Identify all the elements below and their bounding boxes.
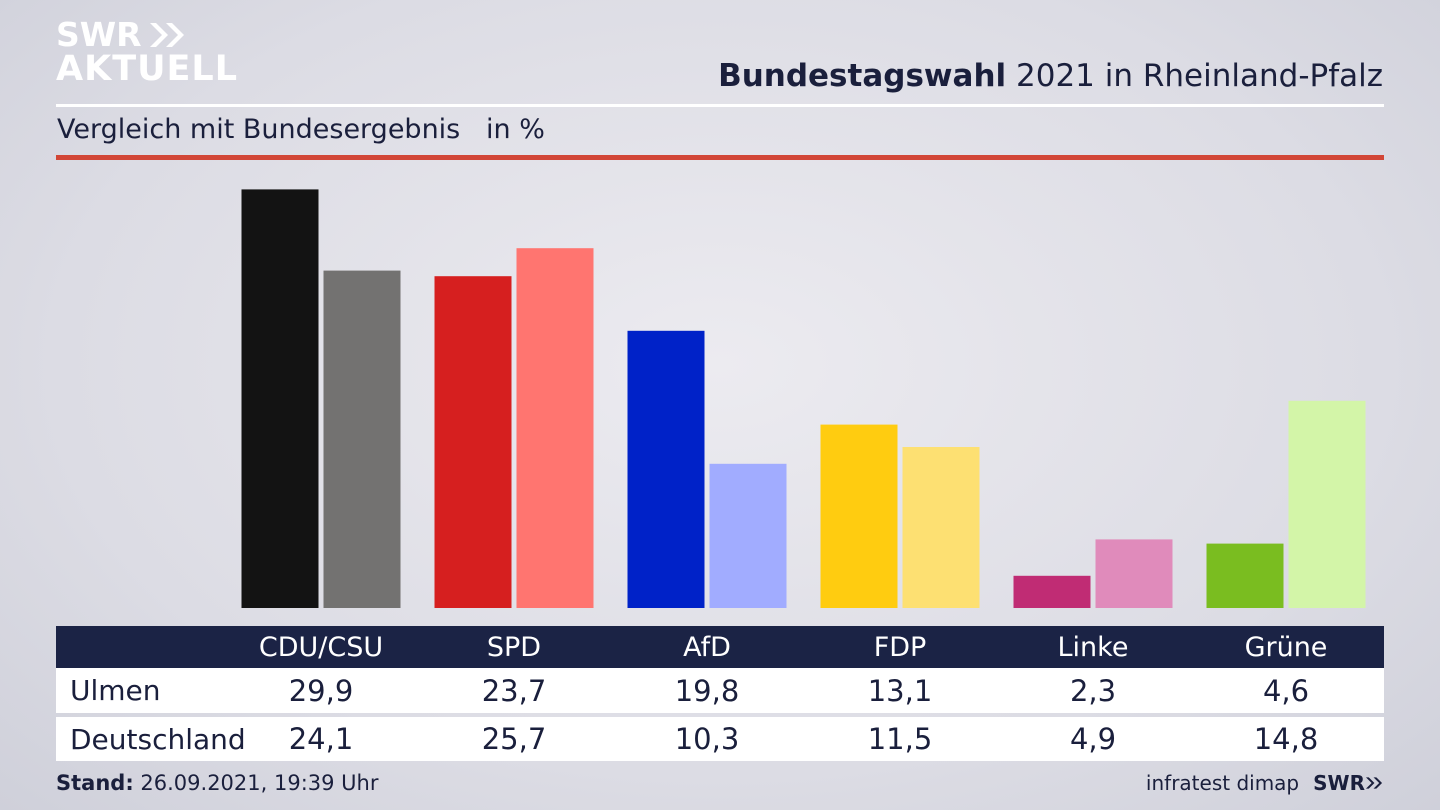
table-row-ulmen: Ulmen 29,9 23,7 19,8 13,1 2,3 4,6 xyxy=(56,668,1384,713)
bar-afd-deutschland xyxy=(709,463,787,608)
header-divider xyxy=(56,104,1384,107)
bar-linke-deutschland xyxy=(1095,539,1173,608)
chart-subtitle: Vergleich mit Bundesergebnis in % xyxy=(57,114,545,145)
source-credit: infratest dimap SWR xyxy=(1146,771,1383,795)
column-header-fdp: FDP xyxy=(873,631,927,663)
table-header: CDU/CSU SPD AfD FDP Linke Grüne xyxy=(56,626,1384,668)
title-rest: 2021 in Rheinland-Pfalz xyxy=(1006,58,1383,94)
table-row-deutschland: Deutschland 24,1 25,7 10,3 11,5 4,9 14,8 xyxy=(56,717,1384,761)
value-deutschland-afd: 10,3 xyxy=(674,722,740,756)
accent-divider xyxy=(56,155,1384,160)
double-chevron-icon xyxy=(1365,777,1383,789)
row-cells-deutschland: 24,1 25,7 10,3 11,5 4,9 14,8 xyxy=(264,717,1384,761)
value-ulmen-fdp: 13,1 xyxy=(867,673,933,708)
row-cells-ulmen: 29,9 23,7 19,8 13,1 2,3 4,6 xyxy=(264,668,1384,713)
bar-chart xyxy=(241,189,1366,608)
column-header-cdu-csu: CDU/CSU xyxy=(258,631,384,663)
value-deutschland-fdp: 11,5 xyxy=(867,722,933,756)
value-ulmen-cdu-csu: 29,9 xyxy=(288,673,354,708)
column-header-afd: AfD xyxy=(683,631,731,663)
bar-gr-ne-ulmen xyxy=(1206,543,1284,608)
value-ulmen-linke: 2,3 xyxy=(1069,673,1117,708)
bar-fdp-ulmen xyxy=(820,424,898,608)
value-ulmen-spd: 23,7 xyxy=(481,673,547,708)
column-header-gr-ne: Grüne xyxy=(1244,631,1328,663)
stand-label: Stand: xyxy=(56,771,134,795)
value-deutschland-cdu-csu: 24,1 xyxy=(288,722,354,756)
bar-afd-ulmen xyxy=(627,330,705,608)
column-header-linke: Linke xyxy=(1057,631,1129,663)
row-label-ulmen: Ulmen xyxy=(70,674,161,707)
stand-value: 26.09.2021, 19:39 Uhr xyxy=(133,771,379,795)
bar-fdp-deutschland xyxy=(902,447,980,608)
bar-spd-deutschland xyxy=(516,248,594,608)
bar-cdu-csu-deutschland xyxy=(323,270,401,608)
title-bold: Bundestagswahl xyxy=(718,58,1007,94)
footer-swr-logo: SWR xyxy=(1313,771,1383,795)
column-header-spd: SPD xyxy=(486,631,542,663)
results-table: CDU/CSU SPD AfD FDP Linke Grüne Ulmen 29,9 23,… xyxy=(56,626,1384,761)
page-title: Bundestagswahl 2021 in Rheinland-Pfalz xyxy=(718,58,1383,94)
timestamp: Stand: 26.09.2021, 19:39 Uhr xyxy=(56,771,379,795)
logo-text-swr: SWR xyxy=(56,15,142,54)
bar-spd-ulmen xyxy=(434,276,512,608)
bar-gr-ne-deutschland xyxy=(1288,400,1366,608)
footer-swr-text: SWR xyxy=(1313,771,1365,795)
value-deutschland-gr-ne: 14,8 xyxy=(1253,722,1319,756)
value-deutschland-linke: 4,9 xyxy=(1069,722,1117,756)
value-ulmen-gr-ne: 4,6 xyxy=(1262,673,1310,708)
header-cells: CDU/CSU SPD AfD FDP Linke Grüne xyxy=(259,626,1384,668)
logo-text-aktuell: AKTUELL xyxy=(56,49,239,89)
bar-cdu-csu-ulmen xyxy=(241,189,319,608)
value-ulmen-afd: 19,8 xyxy=(674,673,740,708)
source-text: infratest dimap xyxy=(1145,771,1300,795)
bar-linke-ulmen xyxy=(1013,575,1091,608)
double-chevron-icon xyxy=(149,23,184,47)
swr-aktuell-logo: SWR AKTUELL xyxy=(56,15,239,89)
value-deutschland-spd: 25,7 xyxy=(481,722,547,756)
row-label-deutschland: Deutschland xyxy=(70,722,246,756)
